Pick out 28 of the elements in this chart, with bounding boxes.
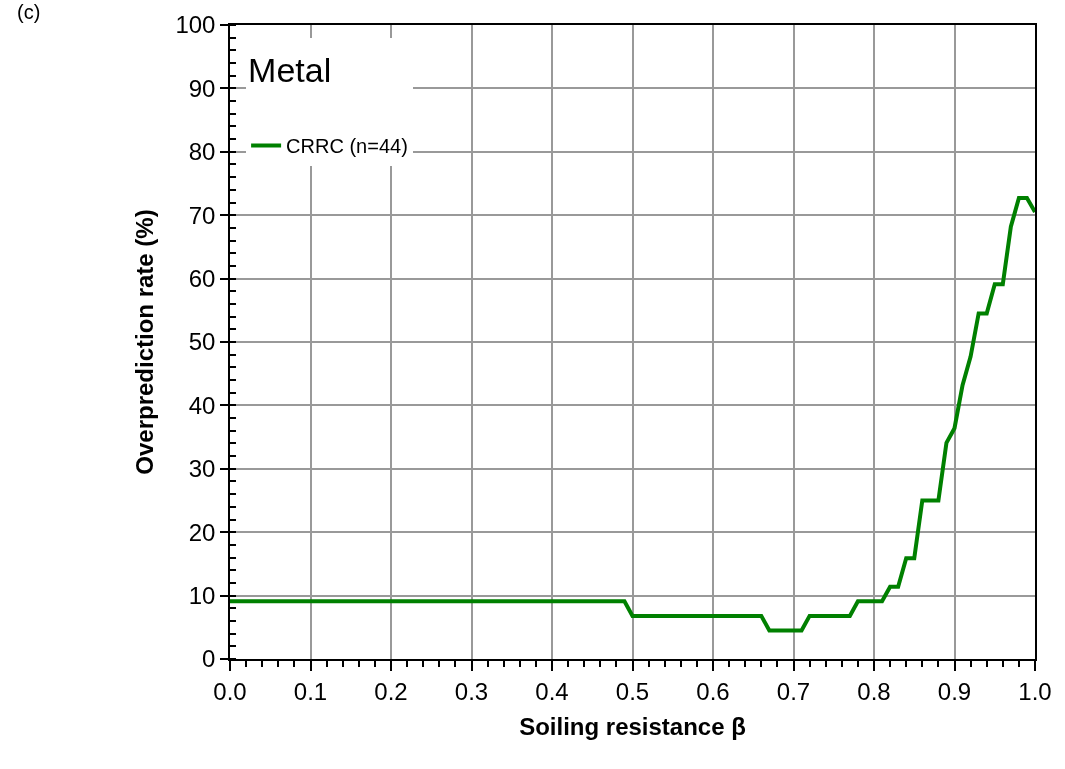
x-tick-label: 0.2 bbox=[374, 677, 408, 705]
x-tick-label: 0.8 bbox=[857, 677, 891, 705]
text: (c) bbox=[17, 1, 41, 23]
y-tick-label: 60 bbox=[188, 265, 216, 292]
x-tick-label: 0.0 bbox=[213, 677, 247, 705]
y-tick-label: 20 bbox=[188, 518, 216, 546]
y-tick-label: 70 bbox=[188, 201, 216, 229]
x-tick-label: 0.1 bbox=[293, 677, 328, 705]
x-tick-label: 0.5 bbox=[615, 677, 650, 705]
line-series bbox=[230, 196, 1035, 633]
y-tick-label: 40 bbox=[188, 391, 216, 419]
x-tick-label: 0.9 bbox=[937, 677, 972, 705]
y-tick-label: 90 bbox=[188, 74, 216, 102]
x-tick-label: 0.4 bbox=[535, 677, 569, 705]
y-tick-label: 50 bbox=[188, 328, 216, 356]
y-axis-title: Overprediction rate (%) bbox=[131, 209, 158, 475]
y-tick-label: 100 bbox=[175, 11, 216, 39]
x-tick-label: 1.0 bbox=[1018, 677, 1052, 705]
legend-title: Metal bbox=[248, 50, 332, 89]
legend-label: CRRC (n=44) bbox=[286, 135, 408, 158]
x-tick-label: 0.7 bbox=[776, 677, 811, 705]
y-tick-label: 80 bbox=[188, 138, 216, 166]
y-tick-label: 0 bbox=[202, 645, 216, 673]
y-tick-label: 30 bbox=[188, 455, 216, 483]
x-tick-label: 0.3 bbox=[454, 677, 489, 705]
x-axis-title: Soiling resistance β bbox=[519, 713, 746, 741]
y-tick-label: 10 bbox=[188, 582, 216, 609]
x-tick-label: 0.6 bbox=[696, 677, 730, 705]
